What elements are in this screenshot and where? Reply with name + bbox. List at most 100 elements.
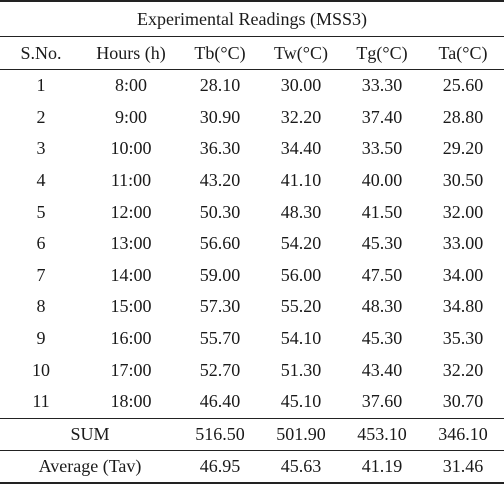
cell-hours: 15:00 bbox=[110, 296, 152, 317]
cell-tb: 56.60 bbox=[199, 233, 241, 254]
table-row: 4 11:00 43.20 41.10 40.00 30.50 bbox=[0, 165, 504, 197]
table-row: 1 8:00 28.10 30.00 33.30 25.60 bbox=[0, 70, 504, 102]
cell-sno: 5 bbox=[36, 201, 46, 222]
table-row: 6 13:00 56.60 54.20 45.30 33.00 bbox=[0, 228, 504, 260]
cell-hours: 13:00 bbox=[110, 233, 152, 254]
cell-hours: 17:00 bbox=[110, 359, 152, 380]
cell-tb: 28.10 bbox=[199, 75, 241, 96]
cell-tw: 34.40 bbox=[280, 138, 322, 159]
column-header-tg: Tg(°C) bbox=[342, 36, 422, 70]
cell-hours: 10:00 bbox=[110, 138, 152, 159]
cell-tg: 48.30 bbox=[361, 296, 403, 317]
table-row: 7 14:00 59.00 56.00 47.50 34.00 bbox=[0, 260, 504, 292]
average-row: Average (Tav) 46.95 45.63 41.19 31.46 bbox=[0, 449, 504, 484]
column-header-sno: S.No. bbox=[0, 36, 82, 70]
cell-tw: 55.20 bbox=[280, 296, 322, 317]
cell-tg: 43.40 bbox=[361, 359, 403, 380]
cell-hours: 14:00 bbox=[110, 264, 152, 285]
cell-sno: 4 bbox=[36, 170, 46, 191]
cell-sno: 1 bbox=[36, 75, 46, 96]
cell-ta: 34.80 bbox=[442, 296, 484, 317]
cell-tg: 37.60 bbox=[361, 391, 403, 412]
column-header-tw: Tw(°C) bbox=[260, 36, 342, 70]
cell-tb: 30.90 bbox=[199, 106, 241, 127]
cell-hours: 18:00 bbox=[110, 391, 152, 412]
table-row: 3 10:00 36.30 34.40 33.50 29.20 bbox=[0, 133, 504, 165]
sum-label: SUM bbox=[0, 417, 180, 451]
cell-tg: 47.50 bbox=[361, 264, 403, 285]
cell-tg: 37.40 bbox=[361, 106, 403, 127]
cell-hours: 8:00 bbox=[114, 75, 147, 96]
cell-sno: 10 bbox=[32, 359, 50, 380]
table-row: 10 17:00 52.70 51.30 43.40 32.20 bbox=[0, 354, 504, 386]
cell-sno: 6 bbox=[36, 233, 46, 254]
cell-ta: 30.50 bbox=[442, 170, 484, 191]
cell-tb: 55.70 bbox=[199, 328, 241, 349]
cell-ta: 32.20 bbox=[442, 359, 484, 380]
cell-ta: 25.60 bbox=[442, 75, 484, 96]
cell-ta: 34.00 bbox=[442, 264, 484, 285]
cell-ta: 30.70 bbox=[442, 391, 484, 412]
column-header-hours: Hours (h) bbox=[82, 36, 180, 70]
column-header-tb: Tb(°C) bbox=[180, 36, 260, 70]
cell-tg: 33.50 bbox=[361, 138, 403, 159]
cell-tw: 54.10 bbox=[280, 328, 322, 349]
table-row: 11 18:00 46.40 45.10 37.60 30.70 bbox=[0, 386, 504, 418]
table-row: 5 12:00 50.30 48.30 41.50 32.00 bbox=[0, 196, 504, 228]
cell-sno: 2 bbox=[36, 106, 46, 127]
cell-tw: 48.30 bbox=[280, 201, 322, 222]
cell-sno: 3 bbox=[36, 138, 46, 159]
sum-value-tg: 453.10 bbox=[342, 417, 422, 451]
table-title-row: Experimental Readings (MSS3) bbox=[0, 0, 504, 37]
column-header-ta: Ta(°C) bbox=[422, 36, 504, 70]
cell-ta: 29.20 bbox=[442, 138, 484, 159]
cell-tg: 41.50 bbox=[361, 201, 403, 222]
sum-value-ta: 346.10 bbox=[422, 417, 504, 451]
average-label: Average (Tav) bbox=[0, 449, 180, 484]
cell-tb: 46.40 bbox=[199, 391, 241, 412]
cell-tw: 45.10 bbox=[280, 391, 322, 412]
average-value-tw: 45.63 bbox=[260, 449, 342, 484]
cell-tb: 59.00 bbox=[199, 264, 241, 285]
cell-ta: 28.80 bbox=[442, 106, 484, 127]
cell-tg: 40.00 bbox=[361, 170, 403, 191]
cell-tb: 50.30 bbox=[199, 201, 241, 222]
table-row: 2 9:00 30.90 32.20 37.40 28.80 bbox=[0, 102, 504, 134]
cell-sno: 8 bbox=[36, 296, 46, 317]
cell-tw: 32.20 bbox=[280, 106, 322, 127]
cell-tw: 51.30 bbox=[280, 359, 322, 380]
cell-hours: 12:00 bbox=[110, 201, 152, 222]
cell-tg: 33.30 bbox=[361, 75, 403, 96]
sum-value-tw: 501.90 bbox=[260, 417, 342, 451]
cell-ta: 32.00 bbox=[442, 201, 484, 222]
cell-hours: 16:00 bbox=[110, 328, 152, 349]
table-header-row: S.No. Hours (h) Tb(°C) Tw(°C) Tg(°C) Ta(… bbox=[0, 36, 504, 70]
sum-value-tb: 516.50 bbox=[180, 417, 260, 451]
cell-tb: 43.20 bbox=[199, 170, 241, 191]
cell-tg: 45.30 bbox=[361, 233, 403, 254]
cell-tb: 36.30 bbox=[199, 138, 241, 159]
table-row: 8 15:00 57.30 55.20 48.30 34.80 bbox=[0, 291, 504, 323]
table-row: 9 16:00 55.70 54.10 45.30 35.30 bbox=[0, 323, 504, 355]
cell-hours: 9:00 bbox=[114, 106, 147, 127]
cell-tw: 54.20 bbox=[280, 233, 322, 254]
cell-tw: 30.00 bbox=[280, 75, 322, 96]
cell-tb: 57.30 bbox=[199, 296, 241, 317]
sum-row: SUM 516.50 501.90 453.10 346.10 bbox=[0, 417, 504, 451]
cell-tw: 56.00 bbox=[280, 264, 322, 285]
cell-ta: 35.30 bbox=[442, 328, 484, 349]
cell-sno: 11 bbox=[32, 391, 50, 412]
cell-tb: 52.70 bbox=[199, 359, 241, 380]
average-value-ta: 31.46 bbox=[422, 449, 504, 484]
average-value-tg: 41.19 bbox=[342, 449, 422, 484]
cell-tw: 41.10 bbox=[280, 170, 322, 191]
cell-sno: 7 bbox=[36, 264, 46, 285]
cell-tg: 45.30 bbox=[361, 328, 403, 349]
cell-ta: 33.00 bbox=[442, 233, 484, 254]
cell-sno: 9 bbox=[36, 328, 46, 349]
table-title: Experimental Readings (MSS3) bbox=[0, 0, 504, 37]
cell-hours: 11:00 bbox=[110, 170, 152, 191]
average-value-tb: 46.95 bbox=[180, 449, 260, 484]
